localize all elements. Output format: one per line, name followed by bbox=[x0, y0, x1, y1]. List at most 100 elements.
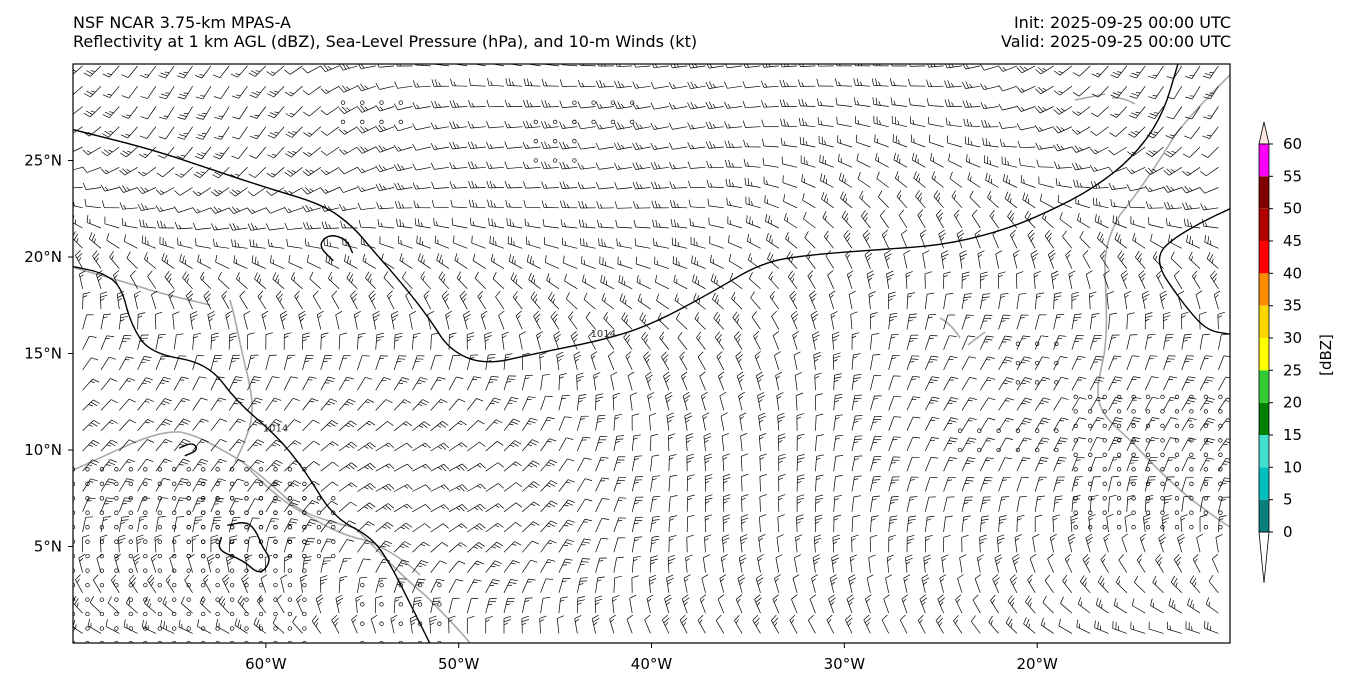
wind-barb bbox=[851, 455, 863, 472]
precip-marker bbox=[302, 626, 307, 631]
wind-barb bbox=[141, 619, 157, 634]
precip-marker bbox=[630, 100, 635, 105]
precip-marker bbox=[977, 428, 982, 433]
precip-marker bbox=[1088, 496, 1093, 501]
wind-barb bbox=[828, 594, 836, 614]
wind-barb bbox=[320, 519, 337, 533]
precip-marker bbox=[1102, 525, 1107, 530]
wind-barb bbox=[627, 371, 635, 391]
wind-barb bbox=[96, 554, 104, 573]
precip-marker bbox=[331, 496, 336, 501]
wind-barb bbox=[666, 412, 675, 431]
wind-barb bbox=[467, 560, 484, 573]
precip-marker bbox=[1189, 510, 1194, 515]
wind-barb bbox=[522, 439, 539, 452]
caribbean-islands bbox=[74, 267, 211, 306]
precip-marker bbox=[360, 621, 365, 626]
wind-barb bbox=[715, 614, 725, 634]
wind-barb bbox=[467, 523, 486, 533]
wind-barb bbox=[393, 484, 413, 492]
wind-barb bbox=[1185, 621, 1201, 634]
wind-barb bbox=[503, 482, 523, 492]
wind-barb bbox=[647, 392, 655, 411]
colorbar-swatch bbox=[1259, 402, 1269, 435]
precip-marker bbox=[552, 119, 558, 125]
wind-barb bbox=[998, 377, 1014, 391]
wind-barb bbox=[393, 399, 411, 411]
wind-barb bbox=[1016, 495, 1027, 512]
wind-barb bbox=[631, 536, 643, 553]
wind-barb bbox=[283, 518, 299, 533]
wind-barb bbox=[815, 474, 824, 492]
wind-barb bbox=[1115, 575, 1128, 594]
wind-barb bbox=[466, 354, 479, 370]
wind-barb bbox=[448, 579, 464, 593]
wind-barb bbox=[302, 461, 321, 472]
wind-barb bbox=[320, 376, 336, 391]
wind-barb bbox=[961, 417, 977, 431]
wind-barb bbox=[430, 463, 450, 472]
wind-barb bbox=[155, 497, 169, 512]
wind-barb bbox=[595, 576, 605, 593]
wind-barb bbox=[1163, 437, 1178, 452]
canary-islands bbox=[1074, 93, 1136, 105]
lat-tick-label: 20°N bbox=[24, 248, 62, 266]
precip-marker bbox=[360, 582, 365, 588]
wind-barb bbox=[832, 534, 841, 553]
wind-barb bbox=[169, 553, 176, 573]
wind-barb bbox=[667, 433, 676, 452]
precip-marker bbox=[99, 582, 105, 588]
wind-barb bbox=[393, 596, 403, 614]
light-precip-markers bbox=[73, 100, 1223, 643]
wind-barb bbox=[924, 535, 933, 553]
wind-barb bbox=[540, 500, 558, 513]
wind-barb bbox=[778, 474, 786, 492]
wind-barb bbox=[540, 459, 558, 472]
wind-barb bbox=[663, 371, 671, 391]
wind-barb bbox=[1170, 575, 1183, 594]
wind-barb bbox=[412, 463, 431, 472]
precip-marker bbox=[437, 640, 442, 643]
wind-barb bbox=[796, 494, 805, 512]
precip-marker bbox=[1073, 394, 1078, 400]
precip-marker bbox=[201, 611, 206, 617]
wind-barb bbox=[521, 615, 530, 634]
wind-barb bbox=[924, 476, 938, 492]
wind-barb bbox=[740, 514, 749, 533]
wind-barb bbox=[100, 356, 117, 371]
wind-barb bbox=[210, 355, 223, 370]
wind-barb bbox=[1089, 417, 1105, 431]
wind-barb bbox=[280, 574, 288, 593]
wind-barb bbox=[247, 517, 260, 533]
wind-barb bbox=[1067, 533, 1076, 553]
wind-barb bbox=[192, 478, 208, 492]
precip-marker bbox=[360, 100, 365, 105]
wind-barb bbox=[595, 537, 609, 553]
wind-barb bbox=[755, 574, 764, 593]
wind-barb bbox=[118, 534, 126, 553]
precip-marker bbox=[630, 119, 635, 125]
wind-barb bbox=[610, 371, 618, 391]
wind-barb bbox=[998, 476, 1011, 492]
precip-marker bbox=[1203, 525, 1209, 530]
precip-marker bbox=[1189, 394, 1194, 400]
wind-barb bbox=[851, 415, 863, 431]
wind-barb bbox=[704, 534, 712, 553]
wind-barb bbox=[1199, 514, 1207, 533]
wind-barb bbox=[961, 437, 977, 452]
wind-barb bbox=[770, 614, 780, 634]
wind-barb bbox=[162, 596, 175, 614]
precip-marker bbox=[258, 582, 264, 588]
precip-marker bbox=[99, 597, 105, 602]
longitude-axis: 60°W 50°W 40°W 30°W 20°W bbox=[245, 643, 1058, 673]
wind-barb bbox=[100, 497, 114, 512]
wind-barb bbox=[467, 398, 484, 411]
wind-barb bbox=[129, 574, 138, 593]
precip-marker bbox=[128, 467, 133, 472]
wind-barb bbox=[1034, 377, 1051, 391]
wind-barb bbox=[888, 515, 898, 533]
precip-marker bbox=[340, 119, 346, 125]
wind-barb bbox=[668, 495, 678, 512]
precip-marker bbox=[128, 481, 133, 486]
wind-barb bbox=[485, 560, 502, 573]
